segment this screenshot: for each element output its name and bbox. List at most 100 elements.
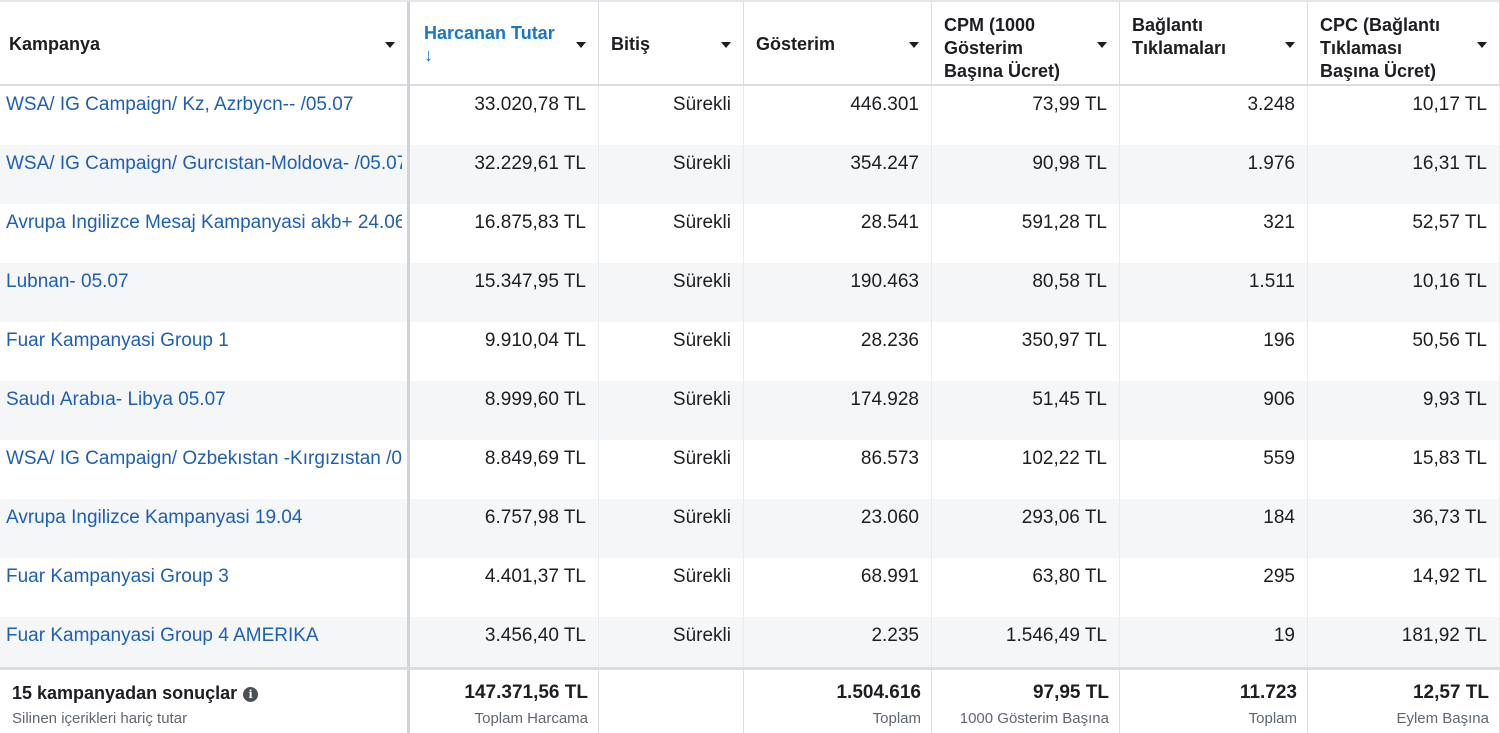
cpm-cell: 591,28 TL: [932, 204, 1120, 263]
end-cell: Sürekli: [599, 263, 744, 322]
cpm-value: 90,98 TL: [1032, 153, 1107, 174]
column-header-label: CPM (1000 Gösterim Başına Ücret): [944, 15, 1061, 81]
column-header-campaign[interactable]: Kampanya: [0, 2, 410, 86]
summary-impressions-label: Toplam: [872, 710, 921, 727]
campaign-cell: WSA/ IG Campaign/ Kz, Azrbycn-- /05.07: [0, 86, 410, 145]
impressions-value: 28.236: [860, 330, 919, 351]
cpc-value: 9,93 TL: [1422, 389, 1487, 410]
end-cell: Sürekli: [599, 440, 744, 499]
spend-cell: 6.757,98 TL: [410, 499, 599, 558]
column-header-impressions[interactable]: Gösterim: [744, 2, 932, 86]
impressions-cell: 190.463: [744, 263, 932, 322]
spend-value: 4.401,37 TL: [484, 566, 586, 587]
end-cell: Sürekli: [599, 381, 744, 440]
campaign-cell: WSA/ IG Campaign/ Gurcıstan-Moldova- /05…: [0, 145, 410, 204]
cpm-value: 102,22 TL: [1021, 448, 1107, 469]
dropdown-caret-icon[interactable]: [385, 42, 395, 48]
spend-value: 9.910,04 TL: [484, 330, 586, 351]
campaign-name-link[interactable]: Avrupa Ingilizce Mesaj Kampanyasi akb+ 2…: [6, 212, 402, 233]
campaign-name-link[interactable]: WSA/ IG Campaign/ Ozbekıstan -Kırgızısta…: [6, 448, 402, 469]
impressions-value: 23.060: [860, 507, 919, 528]
campaign-cell: Fuar Kampanyasi Group 1: [0, 322, 410, 381]
clicks-cell: 3.248: [1120, 86, 1308, 145]
column-header-label: CPC (Bağlantı Tıklaması Başına Ücret): [1320, 15, 1441, 81]
end-cell: Sürekli: [599, 617, 744, 676]
dropdown-caret-icon[interactable]: [576, 42, 586, 48]
spend-cell: 33.020,78 TL: [410, 86, 599, 145]
campaign-name-link[interactable]: WSA/ IG Campaign/ Kz, Azrbycn-- /05.07: [6, 94, 354, 115]
link-clicks-value: 19: [1273, 625, 1295, 646]
clicks-cell: 184: [1120, 499, 1308, 558]
table-row[interactable]: WSA/ IG Campaign/ Kz, Azrbycn-- /05.07 33…: [0, 86, 1500, 145]
summary-title-cell: 15 kampanyadan sonuçlar i Silinen içerikl…: [0, 670, 410, 733]
spend-value: 8.999,60 TL: [484, 389, 586, 410]
spend-value: 6.757,98 TL: [484, 507, 586, 528]
sort-descending-icon[interactable]: ↓: [424, 45, 433, 65]
summary-cpc-total: 12,57 TL: [1412, 682, 1489, 703]
column-header-cpm[interactable]: CPM (1000 Gösterim Başına Ücret): [932, 2, 1120, 86]
end-value: Sürekli: [672, 448, 731, 469]
column-header-label: Bağlantı Tıklamaları: [1132, 15, 1227, 58]
table-row[interactable]: WSA/ IG Campaign/ Ozbekıstan -Kırgızısta…: [0, 440, 1500, 499]
cpc-value: 16,31 TL: [1412, 153, 1487, 174]
clicks-cell: 321: [1120, 204, 1308, 263]
cpm-cell: 80,58 TL: [932, 263, 1120, 322]
table-row[interactable]: Avrupa Ingilizce Mesaj Kampanyasi akb+ 2…: [0, 204, 1500, 263]
campaign-name-link[interactable]: Avrupa Ingilizce Kampanyasi 19.04: [6, 507, 303, 528]
table-row[interactable]: Saudı Arabıa- Libya 05.07 8.999,60 TL Süre…: [0, 381, 1500, 440]
campaign-name-link[interactable]: WSA/ IG Campaign/ Gurcıstan-Moldova- /05…: [6, 153, 402, 174]
summary-title: 15 kampanyadan sonuçlar: [12, 683, 238, 703]
summary-cpm-label: 1000 Gösterim Başına: [959, 710, 1109, 727]
campaign-name-link[interactable]: Fuar Kampanyasi Group 4 AMERIKA: [6, 625, 319, 646]
column-header-end[interactable]: Bitiş: [599, 2, 744, 86]
impressions-cell: 86.573: [744, 440, 932, 499]
summary-cpc-cell: 12,57 TL Eylem Başına: [1308, 670, 1500, 733]
campaign-name-link[interactable]: Lubnan- 05.07: [6, 271, 129, 292]
dropdown-caret-icon[interactable]: [1285, 42, 1295, 48]
cpc-value: 15,83 TL: [1412, 448, 1487, 469]
dropdown-caret-icon[interactable]: [721, 42, 731, 48]
table-row[interactable]: Fuar Kampanyasi Group 3 4.401,37 TL Sürekl…: [0, 558, 1500, 617]
campaign-name-link[interactable]: Fuar Kampanyasi Group 3: [6, 566, 229, 587]
cpc-cell: 14,92 TL: [1308, 558, 1500, 617]
cpc-value: 10,17 TL: [1412, 94, 1487, 115]
dropdown-caret-icon[interactable]: [909, 42, 919, 48]
dropdown-caret-icon[interactable]: [1477, 42, 1487, 48]
table-row[interactable]: Lubnan- 05.07 15.347,95 TL Sürekli 190.463 8…: [0, 263, 1500, 322]
clicks-cell: 906: [1120, 381, 1308, 440]
end-value: Sürekli: [672, 212, 731, 233]
cpm-value: 591,28 TL: [1021, 212, 1107, 233]
spend-value: 15.347,95 TL: [474, 271, 586, 292]
cpc-value: 52,57 TL: [1412, 212, 1487, 233]
summary-cpc-label: Eylem Başına: [1396, 710, 1489, 727]
link-clicks-value: 3.248: [1247, 94, 1295, 115]
cpm-value: 73,99 TL: [1032, 94, 1107, 115]
impressions-value: 446.301: [850, 94, 919, 115]
campaign-cell: Fuar Kampanyasi Group 3: [0, 558, 410, 617]
table-row[interactable]: Fuar Kampanyasi Group 4 AMERIKA 3.456,40 …: [0, 617, 1500, 676]
spend-cell: 9.910,04 TL: [410, 322, 599, 381]
impressions-cell: 2.235: [744, 617, 932, 676]
spend-cell: 32.229,61 TL: [410, 145, 599, 204]
summary-spend-cell: 147.371,56 TL Toplam Harcama: [410, 670, 599, 733]
column-header-cpc[interactable]: CPC (Bağlantı Tıklaması Başına Ücret): [1308, 2, 1500, 86]
cpc-cell: 15,83 TL: [1308, 440, 1500, 499]
table-row[interactable]: Avrupa Ingilizce Kampanyasi 19.04 6.757,9…: [0, 499, 1500, 558]
impressions-cell: 28.236: [744, 322, 932, 381]
column-header-spend[interactable]: Harcanan Tutar ↓: [410, 2, 599, 86]
cpm-cell: 350,97 TL: [932, 322, 1120, 381]
cpm-value: 63,80 TL: [1032, 566, 1107, 587]
impressions-cell: 446.301: [744, 86, 932, 145]
campaign-name-link[interactable]: Fuar Kampanyasi Group 1: [6, 330, 229, 351]
column-header-link-clicks[interactable]: Bağlantı Tıklamaları: [1120, 2, 1308, 86]
campaign-name-link[interactable]: Saudı Arabıa- Libya 05.07: [6, 389, 226, 410]
cpm-cell: 51,45 TL: [932, 381, 1120, 440]
link-clicks-value: 559: [1263, 448, 1295, 469]
column-header-label: Gösterim: [756, 34, 836, 54]
info-icon[interactable]: i: [243, 687, 259, 702]
table-row[interactable]: WSA/ IG Campaign/ Gurcıstan-Moldova- /05…: [0, 145, 1500, 204]
dropdown-caret-icon[interactable]: [1097, 42, 1107, 48]
end-value: Sürekli: [672, 271, 731, 292]
table-row[interactable]: Fuar Kampanyasi Group 1 9.910,04 TL Sürekl…: [0, 322, 1500, 381]
